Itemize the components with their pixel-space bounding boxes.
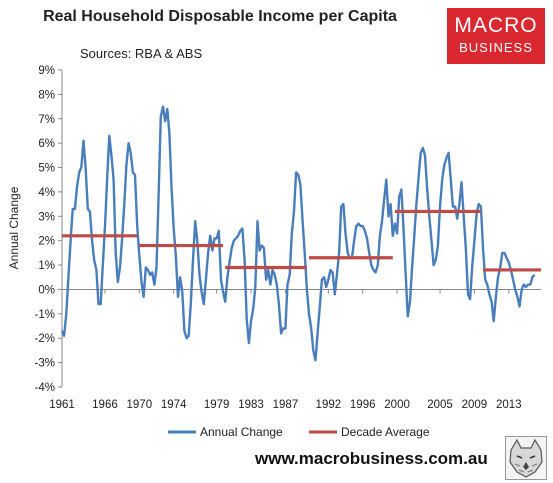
x-tick-label: 2013 [496,399,522,411]
x-tick-label: 1966 [92,399,118,411]
y-tick-label: 6% [38,138,55,150]
x-tick-label: 1996 [350,399,376,411]
x-tick-label: 1979 [204,399,230,411]
plot-area [60,105,541,362]
x-tick-label: 1992 [316,399,342,411]
logo-line-1: MACRO [454,14,538,37]
y-tick-label: 7% [38,114,55,126]
x-axis: 1961 1966 1970 1974 1979 1983 1987 1992 1996 2000… [49,288,541,411]
x-tick-label: 1987 [273,399,299,411]
y-tick-label: 9% [38,65,55,77]
y-tick-label: 8% [38,89,55,101]
x-tick-label: 1970 [127,399,153,411]
y-axis: -4% -3% -2% -1% 0% 1% 2% 3% 4% 5% 6% 7% 8% 9% [35,65,63,394]
legend-label-decade-average: Decade Average [341,425,430,439]
y-tick-label: 3% [38,211,55,223]
wolf-logo-icon [505,436,547,480]
y-tick-label: -2% [35,333,55,345]
x-tick-label: 2005 [427,399,453,411]
chart-title: Real Household Disposable Income per Cap… [43,8,397,25]
y-tick-label: 2% [38,236,55,248]
y-tick-label: -3% [35,358,55,370]
y-tick-label: 0% [38,284,55,296]
logo-line-2: BUSINESS [459,40,533,55]
y-tick-label: 5% [38,163,55,175]
x-tick-label: 1961 [49,399,75,411]
legend: Annual Change Decade Average [168,425,430,439]
y-tick-label: -4% [35,382,55,394]
legend-label-annual-change: Annual Change [200,425,283,439]
x-tick-label: 1974 [161,399,187,411]
series-line-annual-change [60,105,536,362]
x-tick-label: 2000 [384,399,410,411]
macrobusiness-logo: MACRO BUSINESS [447,8,545,64]
website-url[interactable]: www.macrobusiness.com.au [255,449,488,468]
y-axis-label: Annual Change [7,186,21,269]
chart-subtitle: Sources: RBA & ABS [80,46,203,61]
x-tick-label: 2009 [462,399,488,411]
x-tick-label: 1983 [238,399,264,411]
y-tick-label: 4% [38,187,55,199]
y-tick-label: 1% [38,260,55,272]
y-tick-label: -1% [35,309,55,321]
